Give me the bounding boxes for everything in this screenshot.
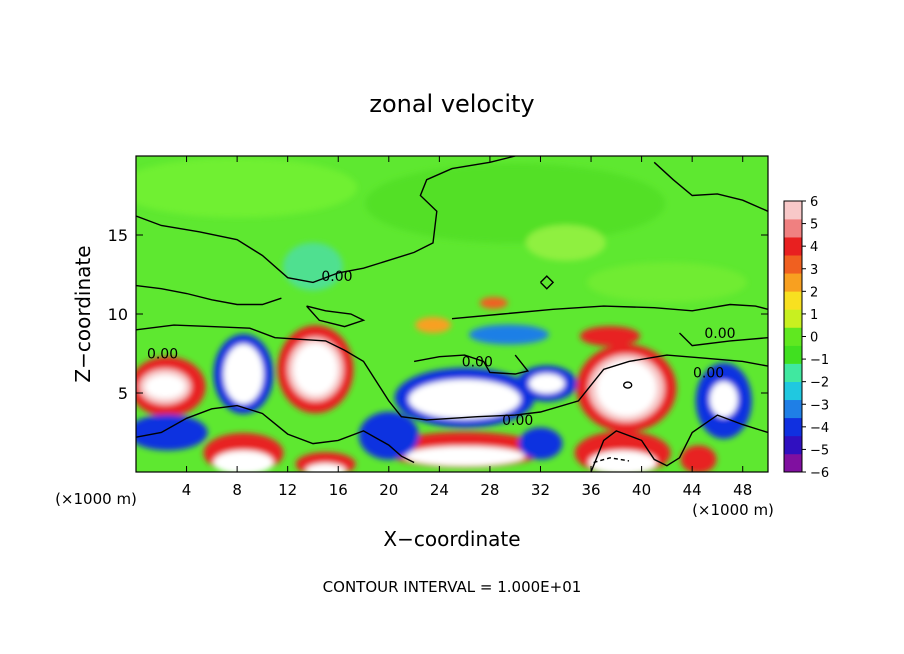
colorbar-tick-label: −2	[810, 376, 829, 391]
colorbar-swatch	[784, 381, 802, 401]
contour-label: 0.00	[502, 413, 533, 429]
field-blob	[358, 411, 419, 460]
colorbar-swatch	[784, 219, 802, 238]
contour-line-negative	[593, 457, 630, 464]
contour-line	[679, 332, 768, 347]
field-blob	[588, 450, 657, 472]
plot-area: 0.00 0.00 0.00 0.00 0.00 0.00	[136, 156, 768, 472]
field-blob	[586, 262, 747, 303]
contour-line	[136, 284, 282, 306]
contour-line	[653, 161, 768, 212]
colorbar-swatch	[784, 291, 802, 310]
contour-line	[306, 305, 366, 328]
y-axis: 5 10 15	[108, 226, 768, 403]
x-tick-label: 32	[531, 481, 550, 499]
chart-title: zonal velocity	[369, 90, 534, 118]
x-tick-label: 4	[182, 481, 192, 499]
colorbar-tick-label: −3	[810, 398, 829, 413]
colorbar-swatch	[784, 327, 802, 346]
x-tick-label: 48	[733, 481, 752, 499]
x-tick-label: 24	[430, 481, 449, 499]
contour-line	[136, 156, 516, 284]
field-blob	[415, 317, 452, 334]
colorbar-swatch	[784, 201, 802, 220]
contour-line	[622, 381, 633, 389]
colorbar-swatch	[784, 237, 802, 256]
field-blob	[145, 374, 186, 399]
x-units-right: (×1000 m)	[692, 501, 774, 519]
colorbar-swatch	[784, 453, 802, 473]
contour-line	[136, 324, 768, 421]
colorbar-swatch	[784, 417, 802, 437]
x-tick-label: 16	[329, 481, 348, 499]
field-blob	[525, 224, 606, 261]
x-tick-label: 12	[278, 481, 297, 499]
contour-label: 0.00	[693, 365, 724, 381]
contour-label: 0.00	[462, 354, 493, 370]
field-blob	[528, 373, 565, 394]
field-blob	[479, 296, 508, 309]
x-tick-label: 44	[683, 481, 702, 499]
x-tick-label: 20	[379, 481, 398, 499]
field-blob	[580, 326, 640, 347]
colorbar-tick-label: 0	[810, 331, 818, 346]
x-axis: 4 8 12 16 20 24 28 32 36 40 44 48	[182, 156, 752, 499]
field-blob	[404, 446, 525, 467]
field-blob	[709, 381, 738, 418]
colorbar-swatch	[784, 273, 802, 292]
contour-labels: 0.00 0.00 0.00 0.00 0.00 0.00	[147, 269, 736, 429]
colorbar-tick-label: −6	[810, 466, 829, 481]
colorbar-tick-label: 2	[810, 285, 818, 300]
x-tick-label: 40	[632, 481, 651, 499]
colorbar-swatch	[784, 363, 802, 382]
field-blob	[293, 343, 338, 396]
y-tick-label: 10	[108, 305, 128, 324]
x-tick-label: 8	[232, 481, 242, 499]
contour-line	[413, 354, 530, 375]
contour-line	[590, 414, 768, 472]
colorbar-swatch	[784, 309, 802, 328]
colorbar-tick-label: −5	[810, 443, 829, 458]
colorbar-tick-label: 3	[810, 263, 818, 278]
field-blob	[365, 163, 666, 244]
colorbar-tick-label: −1	[810, 353, 829, 368]
colorbar-tick-label: −4	[810, 421, 829, 436]
x-tick-label: 36	[581, 481, 600, 499]
contour-label: 0.00	[321, 269, 352, 285]
field-blob	[136, 157, 358, 218]
field-blob	[680, 445, 717, 472]
colorbar-tick-label: 6	[810, 195, 818, 210]
contour-interval-note: CONTOUR INTERVAL = 1.000E+01	[323, 578, 582, 596]
colorbar-swatch	[784, 345, 802, 364]
colorbar-swatch	[784, 399, 802, 419]
field-blob	[213, 450, 274, 472]
field-blob	[408, 379, 521, 420]
zero-contours	[136, 156, 768, 472]
colorbar-swatch	[784, 435, 802, 455]
colorbar-swatch	[784, 255, 802, 274]
field-blob	[518, 427, 563, 460]
field-blob	[223, 344, 264, 405]
field-blob	[282, 242, 343, 291]
x-units-left: (×1000 m)	[55, 490, 137, 508]
field-blob	[136, 414, 208, 451]
field-blob	[305, 463, 346, 472]
contour-line	[451, 303, 768, 320]
field-blob	[468, 324, 549, 345]
x-tick-label: 28	[480, 481, 499, 499]
x-axis-label: X−coordinate	[383, 527, 520, 551]
contour-label: 0.00	[704, 326, 735, 342]
colorbar-tick-label: 5	[810, 218, 818, 233]
y-axis-label: Z−coordinate	[71, 245, 95, 382]
contour-line	[136, 404, 415, 464]
colorbar: 6 5 4 3 2 1 0 −1 −2 −3 −4 −5 −6	[783, 195, 829, 481]
velocity-field	[136, 157, 752, 472]
contour-line	[540, 275, 555, 290]
colorbar-tick-label: 4	[810, 240, 818, 255]
contour-label: 0.00	[147, 347, 178, 363]
y-tick-label: 5	[118, 384, 128, 403]
y-tick-label: 15	[108, 226, 128, 245]
colorbar-tick-label: 1	[810, 308, 818, 323]
